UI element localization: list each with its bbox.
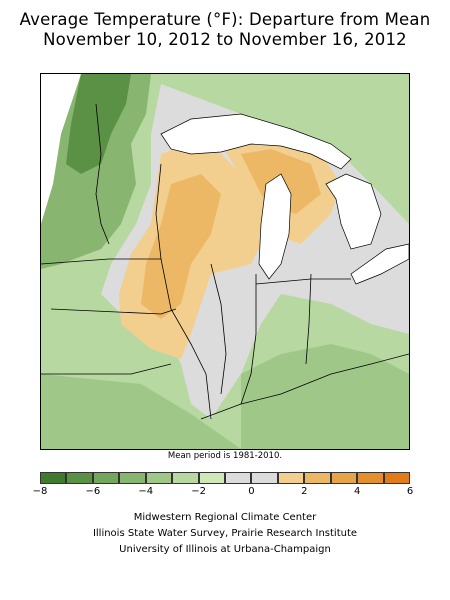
legend-tick-label: 4: [353, 486, 361, 497]
legend-tick-label: 6: [406, 486, 414, 497]
legend-swatch: [145, 472, 173, 484]
credit-line-2: Illinois State Water Survey, Prairie Res…: [92, 528, 358, 539]
legend-tick-label: −8: [32, 486, 48, 497]
legend-tick-label: 2: [301, 486, 308, 497]
lake-michigan: [258, 173, 292, 280]
anomaly-region-nw-dark: [41, 74, 151, 269]
legend-swatch: [304, 472, 331, 484]
legend-tick-label: −2: [191, 486, 206, 497]
state-borders: [41, 103, 409, 420]
legend-swatch: [92, 472, 120, 484]
legend-swatch: [383, 472, 410, 484]
legend-swatch: [277, 472, 305, 484]
legend-swatch: [198, 472, 225, 484]
anomaly-region-nw-darkest: [66, 74, 131, 174]
legend-swatch: [119, 472, 146, 484]
legend-tick-label: −4: [138, 486, 154, 497]
legend-swatch: [357, 472, 384, 484]
legend-swatch: [225, 472, 252, 484]
anomaly-region-se-green: [241, 344, 409, 449]
color-legend: [40, 472, 410, 486]
anomaly-region-south-green: [41, 374, 241, 449]
legend-swatch: [172, 472, 199, 484]
legend-swatch: [251, 472, 278, 484]
credit-line-1: Midwestern Regional Climate Center: [133, 512, 317, 523]
lake-huron: [325, 173, 382, 250]
temperature-departure-map: [40, 73, 410, 450]
legend-tick-labels: −8 −6 −4 −2 0 2 4 6: [33, 486, 414, 500]
legend-tick-label: −6: [85, 486, 101, 497]
lake-erie: [350, 243, 409, 285]
mean-period-note: Mean period is 1981-2010.: [167, 451, 283, 461]
map-date-range: November 10, 2012 to November 16, 2012: [43, 30, 407, 49]
legend-swatch: [66, 472, 93, 484]
legend-tick-label: 0: [248, 486, 255, 497]
map-title: Average Temperature (°F): Departure from…: [19, 10, 431, 29]
anomaly-region-warm-west-core: [141, 174, 221, 319]
lake-superior: [160, 113, 352, 170]
credit-line-3: University of Illinois at Urbana-Champai…: [119, 544, 331, 555]
legend-swatch: [40, 472, 67, 484]
legend-swatch: [330, 472, 358, 484]
